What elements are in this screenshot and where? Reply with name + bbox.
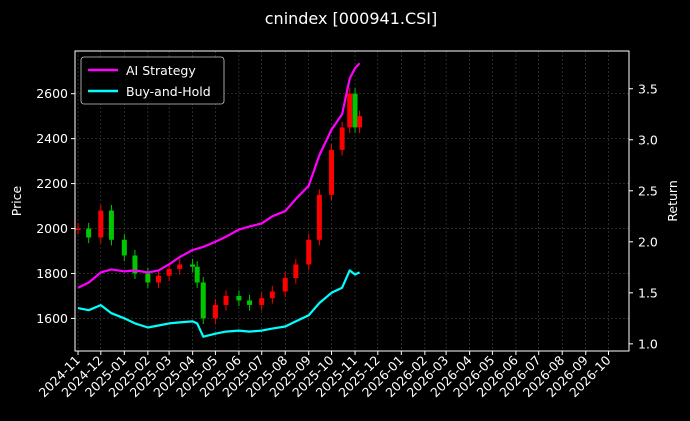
price-candle xyxy=(306,239,312,265)
legend-label-ai-strategy: AI Strategy xyxy=(126,63,196,78)
y-right-tick-label: 1.0 xyxy=(638,336,658,351)
price-candle xyxy=(352,93,358,128)
price-candle xyxy=(190,264,196,267)
price-candle xyxy=(212,304,218,319)
price-candle xyxy=(98,210,104,238)
legend: AI Strategy Buy-and-Hold xyxy=(80,56,225,105)
y-left-tick-label: 2600 xyxy=(36,86,68,101)
y-right-label: Return xyxy=(665,180,680,221)
price-candle xyxy=(121,239,127,256)
y-right-tick-label: 3.5 xyxy=(638,81,658,96)
price-candle xyxy=(236,295,242,301)
plot-frame xyxy=(74,50,630,352)
y-left-tick-label: 1600 xyxy=(36,311,68,326)
price-candle xyxy=(200,282,206,319)
price-candle xyxy=(194,266,200,283)
y-left-tick-label: 2000 xyxy=(36,221,68,236)
price-candle xyxy=(282,277,288,292)
y-right-tick-label: 2.0 xyxy=(638,234,658,249)
y-left-axis: 1600 1800 2000 2200 2400 2600 xyxy=(36,86,75,326)
price-candle xyxy=(259,298,265,305)
y-left-tick-label: 2200 xyxy=(36,176,68,191)
y-left-tick-label: 2400 xyxy=(36,131,68,146)
price-candle xyxy=(145,273,151,283)
price-candle xyxy=(86,228,92,238)
price-candle xyxy=(316,194,322,240)
price-candle xyxy=(269,291,275,299)
price-candle xyxy=(247,300,253,305)
buy-and-hold-line xyxy=(77,269,361,338)
y-right-tick-label: 2.5 xyxy=(638,183,658,198)
price-candle xyxy=(177,264,183,269)
price-candle xyxy=(166,268,172,276)
price-candle xyxy=(293,264,299,278)
legend-label-buy-and-hold: Buy-and-Hold xyxy=(126,84,211,99)
y-left-tick-label: 1800 xyxy=(36,266,68,281)
y-right-axis: 1.0 1.5 2.0 2.5 3.0 3.5 xyxy=(629,81,658,351)
price-candle xyxy=(75,228,81,231)
y-left-label: Price xyxy=(9,185,24,216)
price-candles xyxy=(75,88,363,325)
price-candle xyxy=(339,127,345,150)
price-candle xyxy=(108,210,114,240)
price-candle xyxy=(329,149,335,195)
y-right-tick-label: 1.5 xyxy=(638,285,658,300)
price-candle xyxy=(132,255,138,274)
price-candle xyxy=(357,116,363,128)
chart-title: cnindex [000941.CSI] xyxy=(265,9,438,28)
y-right-tick-label: 3.0 xyxy=(638,132,658,147)
price-candle xyxy=(223,295,229,305)
price-candle xyxy=(347,93,353,128)
return-lines xyxy=(77,62,361,338)
ai-strategy-line xyxy=(77,62,361,289)
price-candle xyxy=(155,275,161,283)
